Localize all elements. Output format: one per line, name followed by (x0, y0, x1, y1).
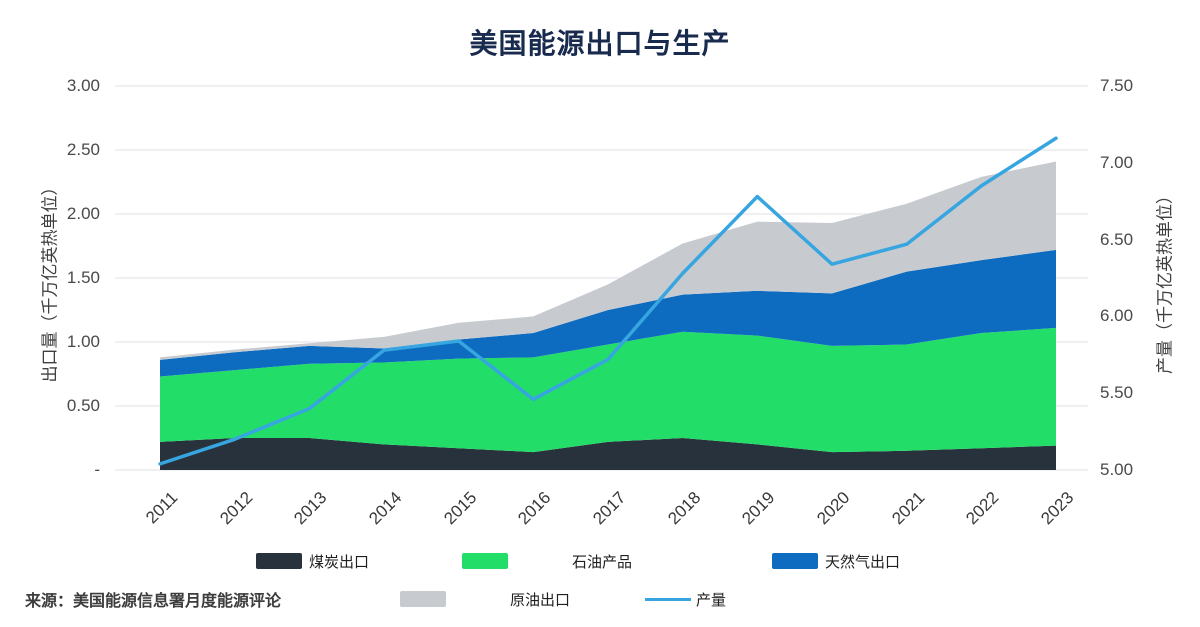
left-axis-tick: 1.50 (66, 268, 100, 287)
petroleum-products-swatch (462, 553, 508, 569)
left-axis-tick: 2.50 (66, 140, 100, 159)
legend-item-natural-gas-exports: 天然气出口 (772, 552, 901, 571)
right-axis-tick: 6.50 (1100, 229, 1134, 249)
right-axis-tick: 7.50 (1100, 76, 1134, 95)
legend-label-petroleum-products: 石油产品 (572, 553, 633, 571)
left-axis-tick: 2.00 (66, 204, 100, 223)
chart-title: 美国能源出口与生产 (469, 28, 731, 59)
right-axis-tick: 5.50 (1100, 383, 1134, 403)
natural-gas-exports-swatch (772, 553, 818, 569)
legend-item-coal-exports: 煤炭出口 (256, 552, 370, 571)
production-line (158, 136, 1058, 466)
area-series-0 (160, 438, 1056, 470)
legend-label-crude-oil-exports: 原油出口 (510, 591, 571, 609)
area-series-1 (160, 327, 1056, 453)
left-axis-tick: 3.00 (66, 76, 100, 95)
left-axis-tick: 0.50 (66, 396, 100, 415)
crude-oil-exports-swatch (400, 591, 446, 607)
area-series-2 (160, 249, 1056, 377)
left-axis-tick: 1.00 (66, 332, 100, 351)
right-axis-tick: 6.00 (1100, 306, 1134, 326)
legend-item-petroleum-products: 石油产品 (462, 552, 633, 571)
legend-item-production: 产量 (645, 590, 727, 609)
legend-item-crude-oil-exports: 原油出口 (400, 590, 571, 609)
legend-label-coal-exports: 煤炭出口 (309, 553, 370, 571)
legend-label-production: 产量 (696, 591, 727, 609)
left-axis-tick: - (94, 460, 100, 479)
coal-exports-swatch (256, 553, 302, 569)
legend-label-natural-gas-exports: 天然气出口 (825, 553, 901, 571)
production-line-swatch (645, 597, 691, 601)
area-series-3 (160, 161, 1056, 360)
right-axis-tick: 5.00 (1100, 460, 1134, 479)
right-axis-tick: 7.00 (1100, 152, 1134, 172)
source-attribution: 来源：美国能源信息署月度能源评论 (25, 593, 282, 610)
